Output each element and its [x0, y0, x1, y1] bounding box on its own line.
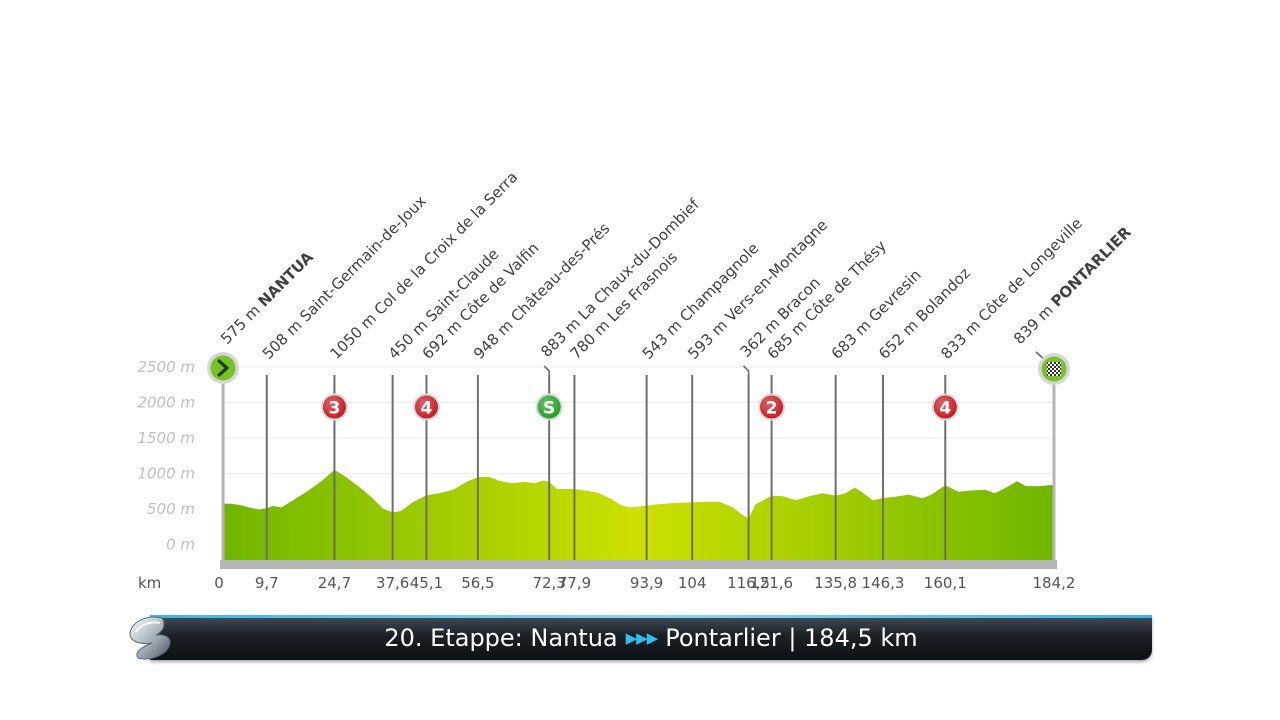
climb-category-label: 2	[766, 399, 778, 419]
chevron-right-icon	[217, 359, 229, 377]
climb-badge-shine	[322, 395, 346, 419]
chart-axes	[220, 367, 1057, 569]
x-tick-label: 116,5	[727, 574, 770, 592]
banner-accent-line	[150, 615, 1152, 618]
waypoint-altitude: 683 m	[828, 313, 878, 363]
waypoint-label: 575 m NANTUA	[217, 248, 317, 348]
y-tick-label: 0 m	[166, 535, 195, 553]
waypoint-name: Côte de Longeville	[975, 214, 1086, 325]
y-tick-label: 2000 m	[137, 393, 195, 411]
x-axis-bar	[220, 560, 1057, 569]
x-tick-label: 37,6	[376, 574, 409, 592]
y-tick-label: 1000 m	[137, 464, 195, 482]
climb-category-label: 3	[329, 399, 341, 419]
x-axis-label: km	[138, 574, 161, 592]
waypoint-name: Saint-Germain-de-Joux	[296, 192, 430, 326]
stage-title-banner: 20. Etappe: Nantua ▶▶▶ Pontarlier | 184,5 …	[150, 615, 1152, 660]
x-tick-label: 93,9	[630, 574, 663, 592]
start-finish-markers	[207, 352, 1070, 385]
x-tick-label: 121,6	[750, 574, 793, 592]
waypoint-altitude: 1050 m	[327, 306, 384, 363]
climb-category-label: S	[543, 399, 555, 419]
x-tick-label: 24,7	[318, 574, 351, 592]
x-tick-label: 135,8	[814, 574, 857, 592]
climb-category-label: 4	[939, 399, 951, 419]
x-tick-label: 160,1	[924, 574, 967, 592]
stage-number: 20. Etappe:	[384, 624, 523, 652]
climb-badge-shine	[933, 395, 957, 419]
climb-badge-shine	[760, 395, 784, 419]
label-leader-line	[543, 365, 550, 380]
climb-badge-shine	[414, 395, 438, 419]
y-tick-label: 2500 m	[137, 358, 195, 376]
stage-finish: Pontarlier | 184,5 km	[665, 624, 918, 652]
broadcaster-logo-icon	[129, 616, 171, 660]
x-tick-label: 77,9	[558, 574, 591, 592]
climb-badge-shine	[537, 395, 561, 419]
waypoint-altitude: 543 m	[639, 313, 689, 363]
waypoint-name: Bolandoz	[912, 264, 974, 326]
x-tick-label: 184,2	[1033, 574, 1076, 592]
label-leader-line	[743, 365, 750, 380]
x-tick-label: 0	[214, 574, 224, 592]
x-tick-label: 72,3	[532, 574, 565, 592]
x-tick-label: 56,5	[461, 574, 494, 592]
waypoint-name: Champagnole	[676, 239, 762, 325]
waypoint-altitude: 833 m	[937, 313, 987, 363]
x-axis-tick-labels: km 0 9,7 24,7 37,6 45,1 56,5 72,377,9 93,9 104 116…	[138, 574, 1075, 592]
waypoint-altitude: 948 m	[470, 313, 520, 363]
start-marker	[210, 355, 236, 381]
x-tick-label: 9,7	[255, 574, 279, 592]
waypoint-altitude: 839 m	[1010, 298, 1060, 348]
stage-start: Nantua	[530, 624, 618, 652]
y-tick-label: 1500 m	[137, 429, 195, 447]
arrows-icon: ▶▶▶	[625, 629, 659, 647]
x-tick-label: 45,1	[410, 574, 443, 592]
waypoint-altitude: 575 m	[217, 298, 267, 348]
y-tick-label: 500 m	[147, 500, 195, 518]
climb-badges: 3 4 S 2 4	[320, 393, 959, 421]
waypoint-label: 839 m PONTARLIER	[1010, 223, 1135, 348]
terrain-area	[223, 469, 1054, 560]
climb-category-label: 4	[421, 399, 433, 419]
waypoint-altitude: 508 m	[259, 313, 309, 363]
elevation-profile	[223, 469, 1054, 560]
x-tick-label: 146,3	[862, 574, 905, 592]
x-tick-label: 104	[678, 574, 707, 592]
stage-title: 20. Etappe: Nantua ▶▶▶ Pontarlier | 184,5 …	[150, 624, 1152, 655]
y-axis-tick-labels: 2500 m 2000 m 1500 m 1000 m 500 m 0 m	[137, 358, 195, 553]
checkered-flag-icon	[1047, 362, 1061, 376]
